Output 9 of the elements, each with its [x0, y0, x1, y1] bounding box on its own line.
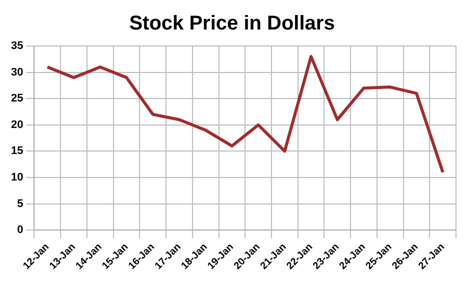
- y-tick-label: 25: [10, 92, 24, 105]
- y-tick-label: 10: [10, 172, 24, 184]
- y-tick-label: 30: [10, 66, 24, 78]
- y-tick-label: 35: [10, 40, 24, 52]
- chart-title: Stock Price in Dollars: [129, 12, 335, 35]
- y-tick-label: 5: [17, 198, 24, 210]
- y-tick-label: 0: [17, 224, 24, 236]
- y-tick-label: 20: [10, 118, 24, 131]
- y-tick-label: 15: [10, 145, 24, 158]
